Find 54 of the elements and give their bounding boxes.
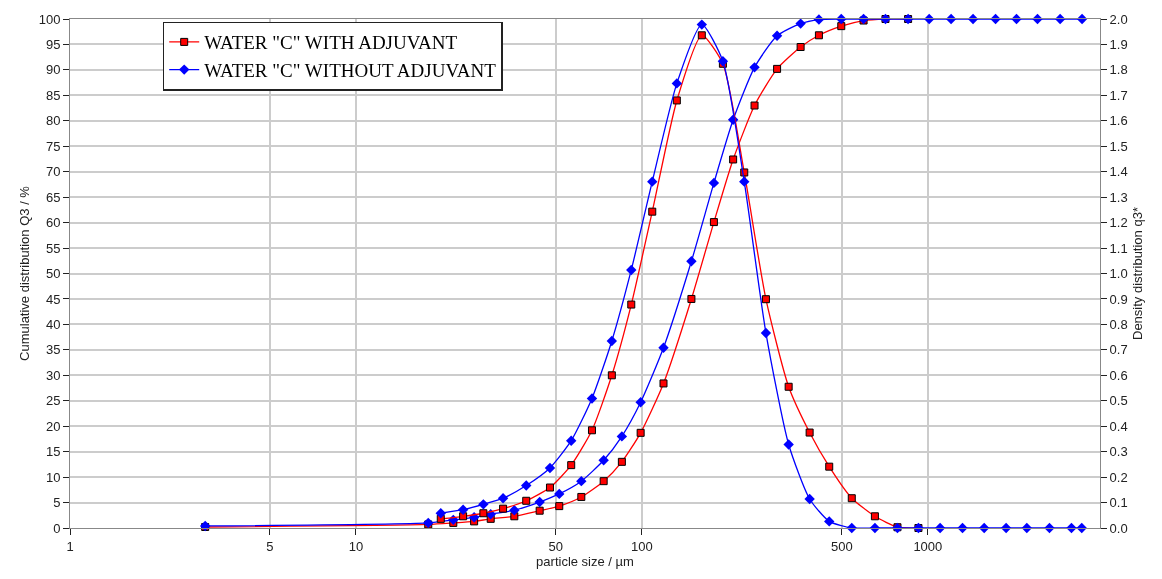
y-tick-label: 80	[45, 113, 61, 129]
y-tick-label: 0	[53, 520, 61, 536]
y2-tick-label: 0.2	[1109, 469, 1128, 485]
x-axis-title: particle size / µm	[536, 554, 634, 570]
y-tick-label: 30	[45, 367, 61, 383]
y2-axis-title: Density distribution q3*	[1130, 207, 1146, 340]
x-tick-label: 1	[66, 538, 74, 554]
x-tick-label: 5	[266, 538, 274, 554]
y-tick-label: 40	[45, 316, 61, 332]
y-tick-label: 95	[45, 37, 61, 52]
y2-tick-label: 0.6	[1109, 367, 1128, 383]
y-tick-label: 35	[45, 342, 61, 358]
y2-tick-label: 0.4	[1109, 418, 1128, 434]
y-tick-label: 10	[45, 469, 61, 485]
y2-tick-label: 0.1	[1109, 495, 1128, 511]
x-tick-label: 50	[548, 538, 564, 554]
y2-tick-label: 0.3	[1109, 444, 1128, 460]
y-tick-label: 50	[45, 266, 61, 282]
y2-tick-label: 2.0	[1109, 11, 1128, 27]
y-tick-label: 65	[45, 189, 61, 205]
y-tick-label: 20	[45, 418, 61, 434]
y2-tick-label: 1.0	[1109, 266, 1128, 282]
y2-tick-label: 1.6	[1109, 113, 1128, 129]
y2-tick-label: 0.7	[1109, 342, 1128, 358]
y-tick-label: 75	[45, 138, 61, 154]
x-tick-label: 500	[830, 538, 853, 554]
y-tick-label: 25	[45, 393, 61, 409]
y2-tick-label: 1.4	[1109, 164, 1128, 180]
y2-tick-label: 1.7	[1109, 87, 1128, 103]
y-tick-label: 70	[45, 164, 61, 180]
y-tick-label: 60	[45, 215, 61, 231]
y-tick-label: 100	[38, 11, 61, 27]
y-tick-label: 15	[45, 444, 61, 460]
y2-tick-label: 1.2	[1109, 215, 1128, 231]
y-tick-label: 85	[45, 87, 61, 103]
y2-tick-label: 0.9	[1109, 291, 1128, 307]
legend-label: WATER "C" WITH ADJUVANT	[204, 32, 458, 54]
y-tick-label: 55	[45, 240, 61, 256]
y-tick-label: 90	[45, 62, 61, 78]
y2-tick-label: 0.0	[1109, 520, 1128, 536]
y2-tick-label: 1.5	[1109, 138, 1128, 154]
y2-tick-label: 1.8	[1109, 62, 1128, 78]
x-tick-label: 1000	[913, 538, 943, 554]
y2-tick-label: 0.5	[1109, 393, 1128, 409]
y-tick-label: 45	[45, 291, 61, 307]
legend-label: WATER "C" WITHOUT ADJUVANT	[204, 60, 497, 81]
y2-tick-label: 1.9	[1109, 37, 1128, 52]
y-tick-label: 5	[53, 495, 61, 511]
y2-tick-label: 1.3	[1109, 189, 1128, 205]
y-axis-title: Cumulative distribution Q3 / %	[16, 185, 32, 361]
y2-tick-label: 1.1	[1109, 240, 1128, 256]
x-tick-label: 100	[631, 538, 653, 554]
y2-tick-label: 0.8	[1109, 316, 1128, 332]
x-tick-label: 10	[348, 538, 364, 554]
